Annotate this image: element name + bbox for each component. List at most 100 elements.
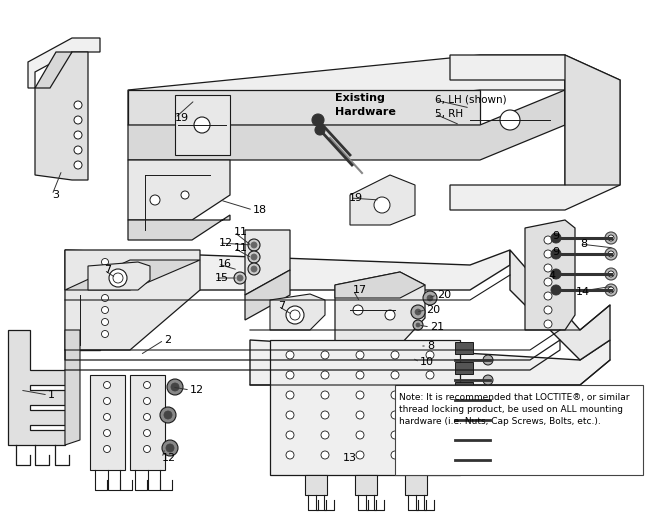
Circle shape <box>391 431 399 439</box>
Bar <box>455 442 473 454</box>
Text: 11: 11 <box>234 227 248 237</box>
Text: 12: 12 <box>162 453 176 463</box>
Circle shape <box>391 451 399 459</box>
Circle shape <box>143 429 151 437</box>
Circle shape <box>500 110 520 130</box>
Polygon shape <box>35 52 88 180</box>
Circle shape <box>237 275 243 281</box>
Polygon shape <box>8 330 65 445</box>
Circle shape <box>356 431 364 439</box>
Polygon shape <box>270 340 460 475</box>
Polygon shape <box>335 272 425 345</box>
Circle shape <box>102 330 108 338</box>
Circle shape <box>416 323 420 327</box>
Circle shape <box>427 295 433 301</box>
Polygon shape <box>128 215 230 240</box>
Circle shape <box>391 391 399 399</box>
Circle shape <box>102 306 108 313</box>
Circle shape <box>483 355 493 365</box>
Circle shape <box>74 116 82 124</box>
Circle shape <box>551 269 561 279</box>
Bar <box>395 385 643 475</box>
Circle shape <box>102 319 108 326</box>
Circle shape <box>321 391 329 399</box>
Circle shape <box>74 101 82 109</box>
Circle shape <box>286 371 294 379</box>
Circle shape <box>608 235 614 241</box>
Polygon shape <box>90 375 125 470</box>
Circle shape <box>423 291 437 305</box>
Text: 7: 7 <box>104 265 111 275</box>
Circle shape <box>251 242 257 248</box>
Circle shape <box>356 351 364 359</box>
Text: 7: 7 <box>278 301 285 311</box>
Circle shape <box>194 117 210 133</box>
Polygon shape <box>65 250 200 350</box>
Circle shape <box>312 114 324 126</box>
Polygon shape <box>355 475 377 495</box>
Circle shape <box>356 451 364 459</box>
Circle shape <box>426 371 434 379</box>
Circle shape <box>605 268 617 280</box>
Circle shape <box>286 451 294 459</box>
Polygon shape <box>65 260 200 290</box>
Circle shape <box>286 351 294 359</box>
Circle shape <box>248 263 260 275</box>
Text: 5, RH: 5, RH <box>435 109 463 119</box>
Circle shape <box>426 431 434 439</box>
Polygon shape <box>128 90 565 160</box>
Circle shape <box>483 395 493 405</box>
Circle shape <box>426 391 434 399</box>
Circle shape <box>104 445 110 452</box>
Circle shape <box>483 415 493 425</box>
Circle shape <box>544 292 552 300</box>
Polygon shape <box>245 270 290 320</box>
Polygon shape <box>88 262 150 290</box>
Bar <box>455 342 473 354</box>
Text: 12: 12 <box>219 238 233 248</box>
Circle shape <box>608 271 614 277</box>
Polygon shape <box>305 475 327 495</box>
Circle shape <box>426 451 434 459</box>
Polygon shape <box>65 330 80 445</box>
Circle shape <box>356 411 364 419</box>
Circle shape <box>544 320 552 328</box>
Circle shape <box>181 191 189 199</box>
Circle shape <box>160 407 176 423</box>
Circle shape <box>234 272 246 284</box>
Circle shape <box>74 131 82 139</box>
Circle shape <box>290 310 300 320</box>
Circle shape <box>551 249 561 259</box>
Circle shape <box>171 383 179 391</box>
Circle shape <box>321 351 329 359</box>
Circle shape <box>605 232 617 244</box>
Polygon shape <box>350 175 415 225</box>
Circle shape <box>426 351 434 359</box>
Polygon shape <box>128 90 480 125</box>
Polygon shape <box>335 272 425 298</box>
Circle shape <box>321 451 329 459</box>
Circle shape <box>321 371 329 379</box>
Circle shape <box>104 398 110 404</box>
Text: 16: 16 <box>218 259 232 269</box>
Circle shape <box>286 391 294 399</box>
Circle shape <box>102 294 108 302</box>
Circle shape <box>544 236 552 244</box>
Text: 4: 4 <box>548 271 555 281</box>
Polygon shape <box>450 55 620 210</box>
Circle shape <box>164 411 172 419</box>
Text: 21: 21 <box>430 322 444 332</box>
Text: 2: 2 <box>164 335 171 345</box>
Circle shape <box>104 413 110 421</box>
Polygon shape <box>270 294 325 330</box>
Circle shape <box>544 250 552 258</box>
Text: 6, LH (shown): 6, LH (shown) <box>435 95 507 105</box>
Text: 11: 11 <box>234 243 248 253</box>
Text: 9: 9 <box>552 247 559 257</box>
Circle shape <box>167 379 183 395</box>
Circle shape <box>385 310 395 320</box>
Circle shape <box>483 455 493 465</box>
Circle shape <box>109 269 127 287</box>
Circle shape <box>251 266 257 272</box>
Polygon shape <box>405 475 427 495</box>
